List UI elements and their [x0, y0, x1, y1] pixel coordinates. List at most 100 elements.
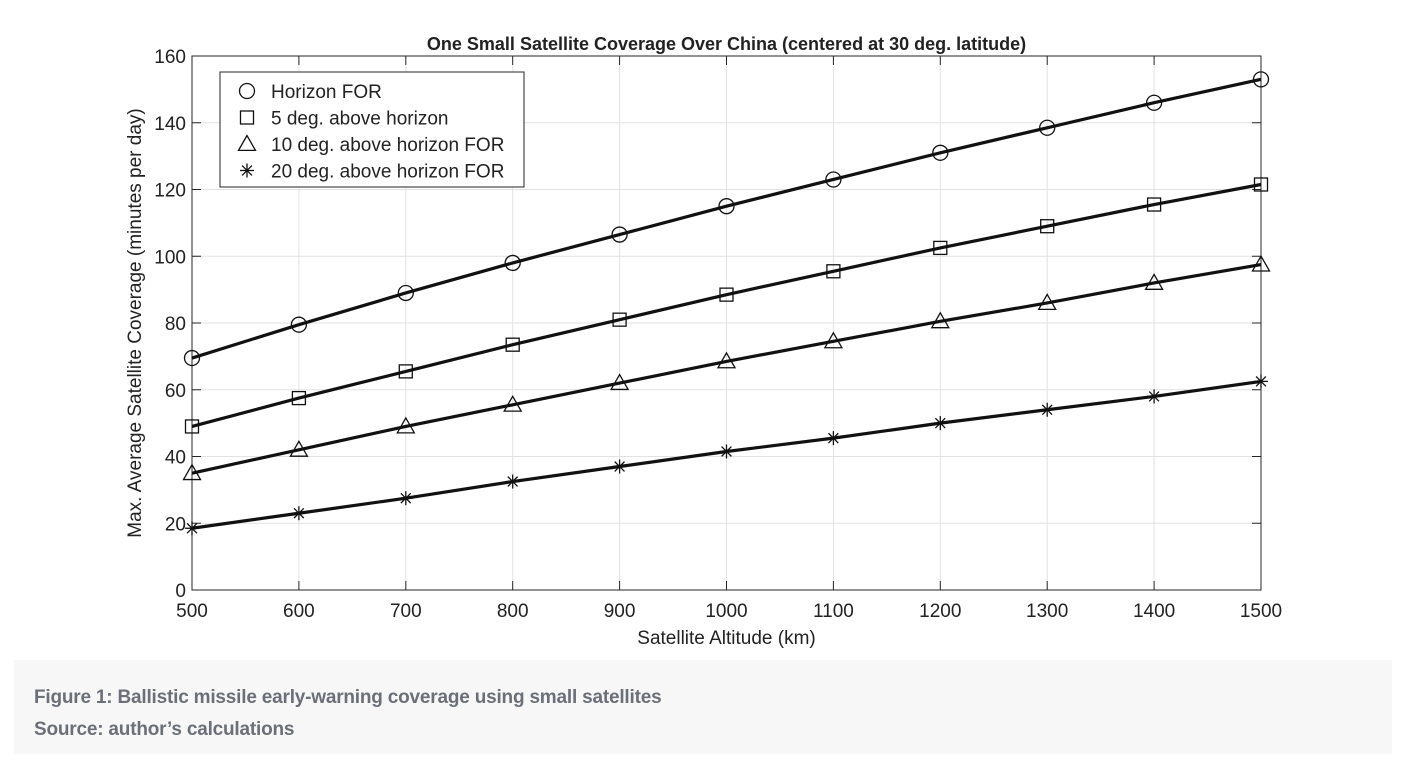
- series-circle: [183, 71, 1270, 367]
- asterisk-marker: [1147, 389, 1162, 404]
- x-tick-label: 1400: [1133, 601, 1175, 622]
- x-axis-label: Satellite Altitude (km): [637, 628, 815, 649]
- circle-marker: [1145, 94, 1163, 111]
- legend-label: 5 deg. above horizon: [271, 109, 448, 130]
- asterisk-stroke: [934, 417, 946, 429]
- x-tick-label: 700: [390, 601, 422, 622]
- x-tick-label: 600: [283, 601, 315, 622]
- circle-marker: [611, 226, 628, 243]
- triangle-marker: [930, 311, 950, 329]
- circle-marker: [1252, 71, 1270, 88]
- square-marker: [933, 240, 948, 256]
- chart-title: One Small Satellite Coverage Over China …: [427, 34, 1026, 54]
- triangle-marker: [1144, 273, 1164, 290]
- asterisk-stroke: [293, 507, 305, 519]
- asterisk-marker: [719, 444, 734, 459]
- chart-frame: 500 600 700 800 900 1000 1100 1200 1300 1400 1500 0…: [14, 14, 1392, 660]
- circle-marker: [1039, 119, 1056, 136]
- asterisk-marker: [826, 431, 841, 446]
- y-tick-label: 140: [154, 114, 186, 135]
- x-tick-label: 1000: [705, 601, 747, 622]
- square-marker: [826, 264, 841, 279]
- x-tick-label: 1500: [1240, 601, 1282, 622]
- series-layer: [182, 71, 1271, 536]
- asterisk-stroke: [1041, 404, 1053, 416]
- y-tick-label: 20: [165, 514, 186, 535]
- circle-marker: [183, 349, 201, 367]
- figure-caption: Figure 1: Ballistic missile early-warnin…: [34, 682, 1334, 746]
- series-square: [184, 177, 1269, 434]
- figure-title-caption: Figure 1: Ballistic missile early-warnin…: [34, 687, 662, 708]
- axes-layer: 500 600 700 800 900 1000 1100 1200 1300 1400 1500 0…: [154, 47, 1282, 622]
- square-marker: [1146, 197, 1162, 212]
- x-tick-label: 500: [176, 601, 208, 622]
- legend-asterisk-icon: [240, 163, 254, 178]
- square-marker: [398, 364, 413, 379]
- circle-marker: [932, 144, 949, 161]
- square-marker: [1040, 219, 1055, 234]
- asterisk-stroke: [1148, 391, 1160, 402]
- asterisk-marker: [505, 474, 520, 489]
- legend-triangle-icon: [237, 134, 257, 152]
- y-tick-label: 120: [154, 181, 186, 202]
- square-marker: [505, 337, 520, 352]
- series-line: [191, 182, 1262, 429]
- asterisk-stroke: [507, 476, 519, 487]
- x-tick-label: 900: [604, 601, 636, 622]
- triangle-marker: [823, 331, 844, 349]
- legend-layer: Horizon FOR 5 deg. above horizon 10 deg. a…: [219, 71, 525, 188]
- triangle-marker: [1251, 254, 1271, 272]
- triangle-marker: [609, 373, 630, 391]
- asterisk-stroke: [721, 446, 732, 457]
- y-tick-label: 100: [154, 247, 186, 268]
- triangle-marker: [1037, 293, 1057, 311]
- source-caption: Source: author’s calculations: [34, 719, 295, 740]
- y-tick-label: 0: [175, 581, 186, 602]
- triangle-marker: [503, 394, 523, 412]
- asterisk-stroke: [1255, 376, 1267, 387]
- asterisk-marker: [185, 521, 199, 536]
- asterisk-marker: [933, 416, 948, 431]
- y-tick-label: 40: [165, 448, 186, 469]
- x-tick-label: 800: [497, 601, 529, 622]
- triangle-marker: [289, 440, 309, 457]
- y-tick-label: 160: [154, 47, 186, 68]
- asterisk-stroke: [828, 432, 839, 444]
- square-marker: [719, 287, 734, 302]
- circle-marker: [825, 171, 842, 188]
- asterisk-stroke: [614, 461, 625, 472]
- asterisk-marker: [291, 506, 306, 521]
- triangle-marker: [182, 463, 202, 481]
- circle-marker: [504, 254, 521, 272]
- legend-square-icon: [239, 110, 255, 125]
- figure-card: 500 600 700 800 900 1000 1100 1200 1300 1400 1500 0…: [14, 14, 1392, 754]
- legend-label: 20 deg. above horizon FOR: [271, 162, 504, 183]
- square-marker: [612, 312, 627, 327]
- legend-label: 10 deg. above horizon FOR: [271, 135, 504, 156]
- triangle-marker: [716, 351, 737, 369]
- circle-marker: [397, 284, 414, 302]
- asterisk-stroke: [241, 165, 253, 176]
- series-line: [191, 77, 1262, 360]
- x-tick-label: 1200: [919, 601, 961, 622]
- square-marker: [184, 419, 200, 434]
- legend-label: Horizon FOR: [271, 82, 382, 103]
- triangle-marker: [396, 416, 416, 434]
- asterisk-stroke: [400, 492, 412, 504]
- legend-circle-icon: [238, 82, 256, 100]
- circle-marker: [718, 198, 735, 215]
- asterisk-marker: [612, 459, 627, 474]
- x-tick-label: 1100: [813, 601, 854, 622]
- square-marker: [291, 390, 307, 406]
- circle-marker: [290, 316, 308, 333]
- y-tick-label: 80: [165, 314, 186, 335]
- coverage-chart: 500 600 700 800 900 1000 1100 1200 1300 1400 1500 0…: [125, 34, 1282, 649]
- series-line: [191, 263, 1262, 475]
- x-tick-label: 1300: [1026, 601, 1068, 622]
- asterisk-stroke: [186, 522, 198, 534]
- y-tick-label: 60: [165, 381, 186, 402]
- series-asterisk: [185, 374, 1268, 536]
- asterisk-marker: [398, 491, 413, 506]
- square-marker: [1253, 177, 1269, 192]
